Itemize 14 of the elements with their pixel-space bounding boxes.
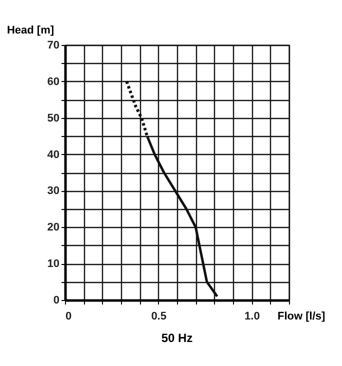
y-tick-label: 50 <box>47 112 60 124</box>
y-axis-title: Head [m] <box>6 24 54 36</box>
text: 50 Hz <box>161 331 193 345</box>
y-tick-label: 30 <box>47 185 60 198</box>
y-tick-label: 70 <box>47 40 60 52</box>
x-tick-label: 0 <box>66 310 72 322</box>
x-tick-label: 0.5 <box>151 310 166 322</box>
x-axis-title: Flow [l/s] <box>278 310 326 322</box>
y-tick-label: 0 <box>53 294 60 306</box>
y-tick-label: 10 <box>47 258 60 270</box>
y-tick-label: 40 <box>47 148 60 161</box>
y-tick-label: 60 <box>47 76 60 88</box>
y-tick-label: 20 <box>47 222 60 234</box>
x-tick-label: 1.0 <box>244 310 260 322</box>
